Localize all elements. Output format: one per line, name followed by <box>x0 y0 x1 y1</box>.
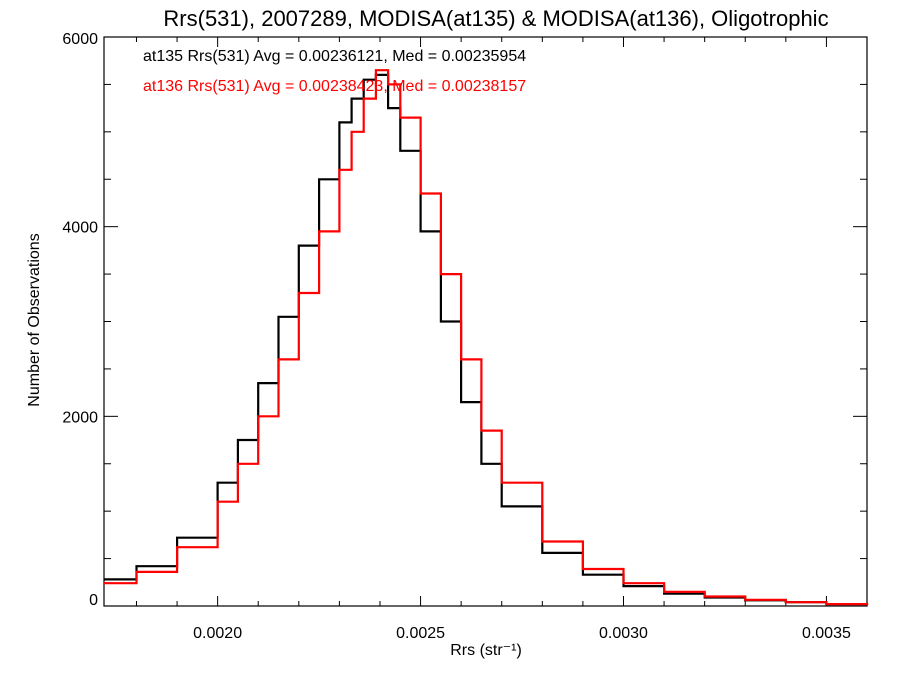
y-tick-label: 0 <box>89 592 98 609</box>
y-tick-label: 2000 <box>62 409 98 426</box>
axis-ticks: 0.0020 0.0025 0.0030 0.0035 0 2000 4000 6000 <box>62 31 868 642</box>
x-tick-label: 0.0030 <box>599 625 648 642</box>
y-tick-label: 6000 <box>62 31 98 48</box>
x-axis-label: Rrs (str⁻¹) <box>450 642 522 659</box>
series-line-at136 <box>104 69 869 606</box>
chart-title: Rrs(531), 2007289, MODISA(at135) & MODIS… <box>163 6 828 31</box>
x-tick-label: 0.0020 <box>193 625 242 642</box>
x-tick-label: 0.0025 <box>396 625 445 642</box>
y-tick-label: 4000 <box>62 220 98 237</box>
annotation-at135: at135 Rrs(531) Avg = 0.00236121, Med = 0… <box>143 48 526 65</box>
x-tick-label: 0.0035 <box>802 625 851 642</box>
y-axis-label: Number of Observations <box>26 233 43 406</box>
annotation-at136: at136 Rrs(531) Avg = 0.00238423, Med = 0… <box>143 78 526 95</box>
series-group <box>104 69 869 606</box>
